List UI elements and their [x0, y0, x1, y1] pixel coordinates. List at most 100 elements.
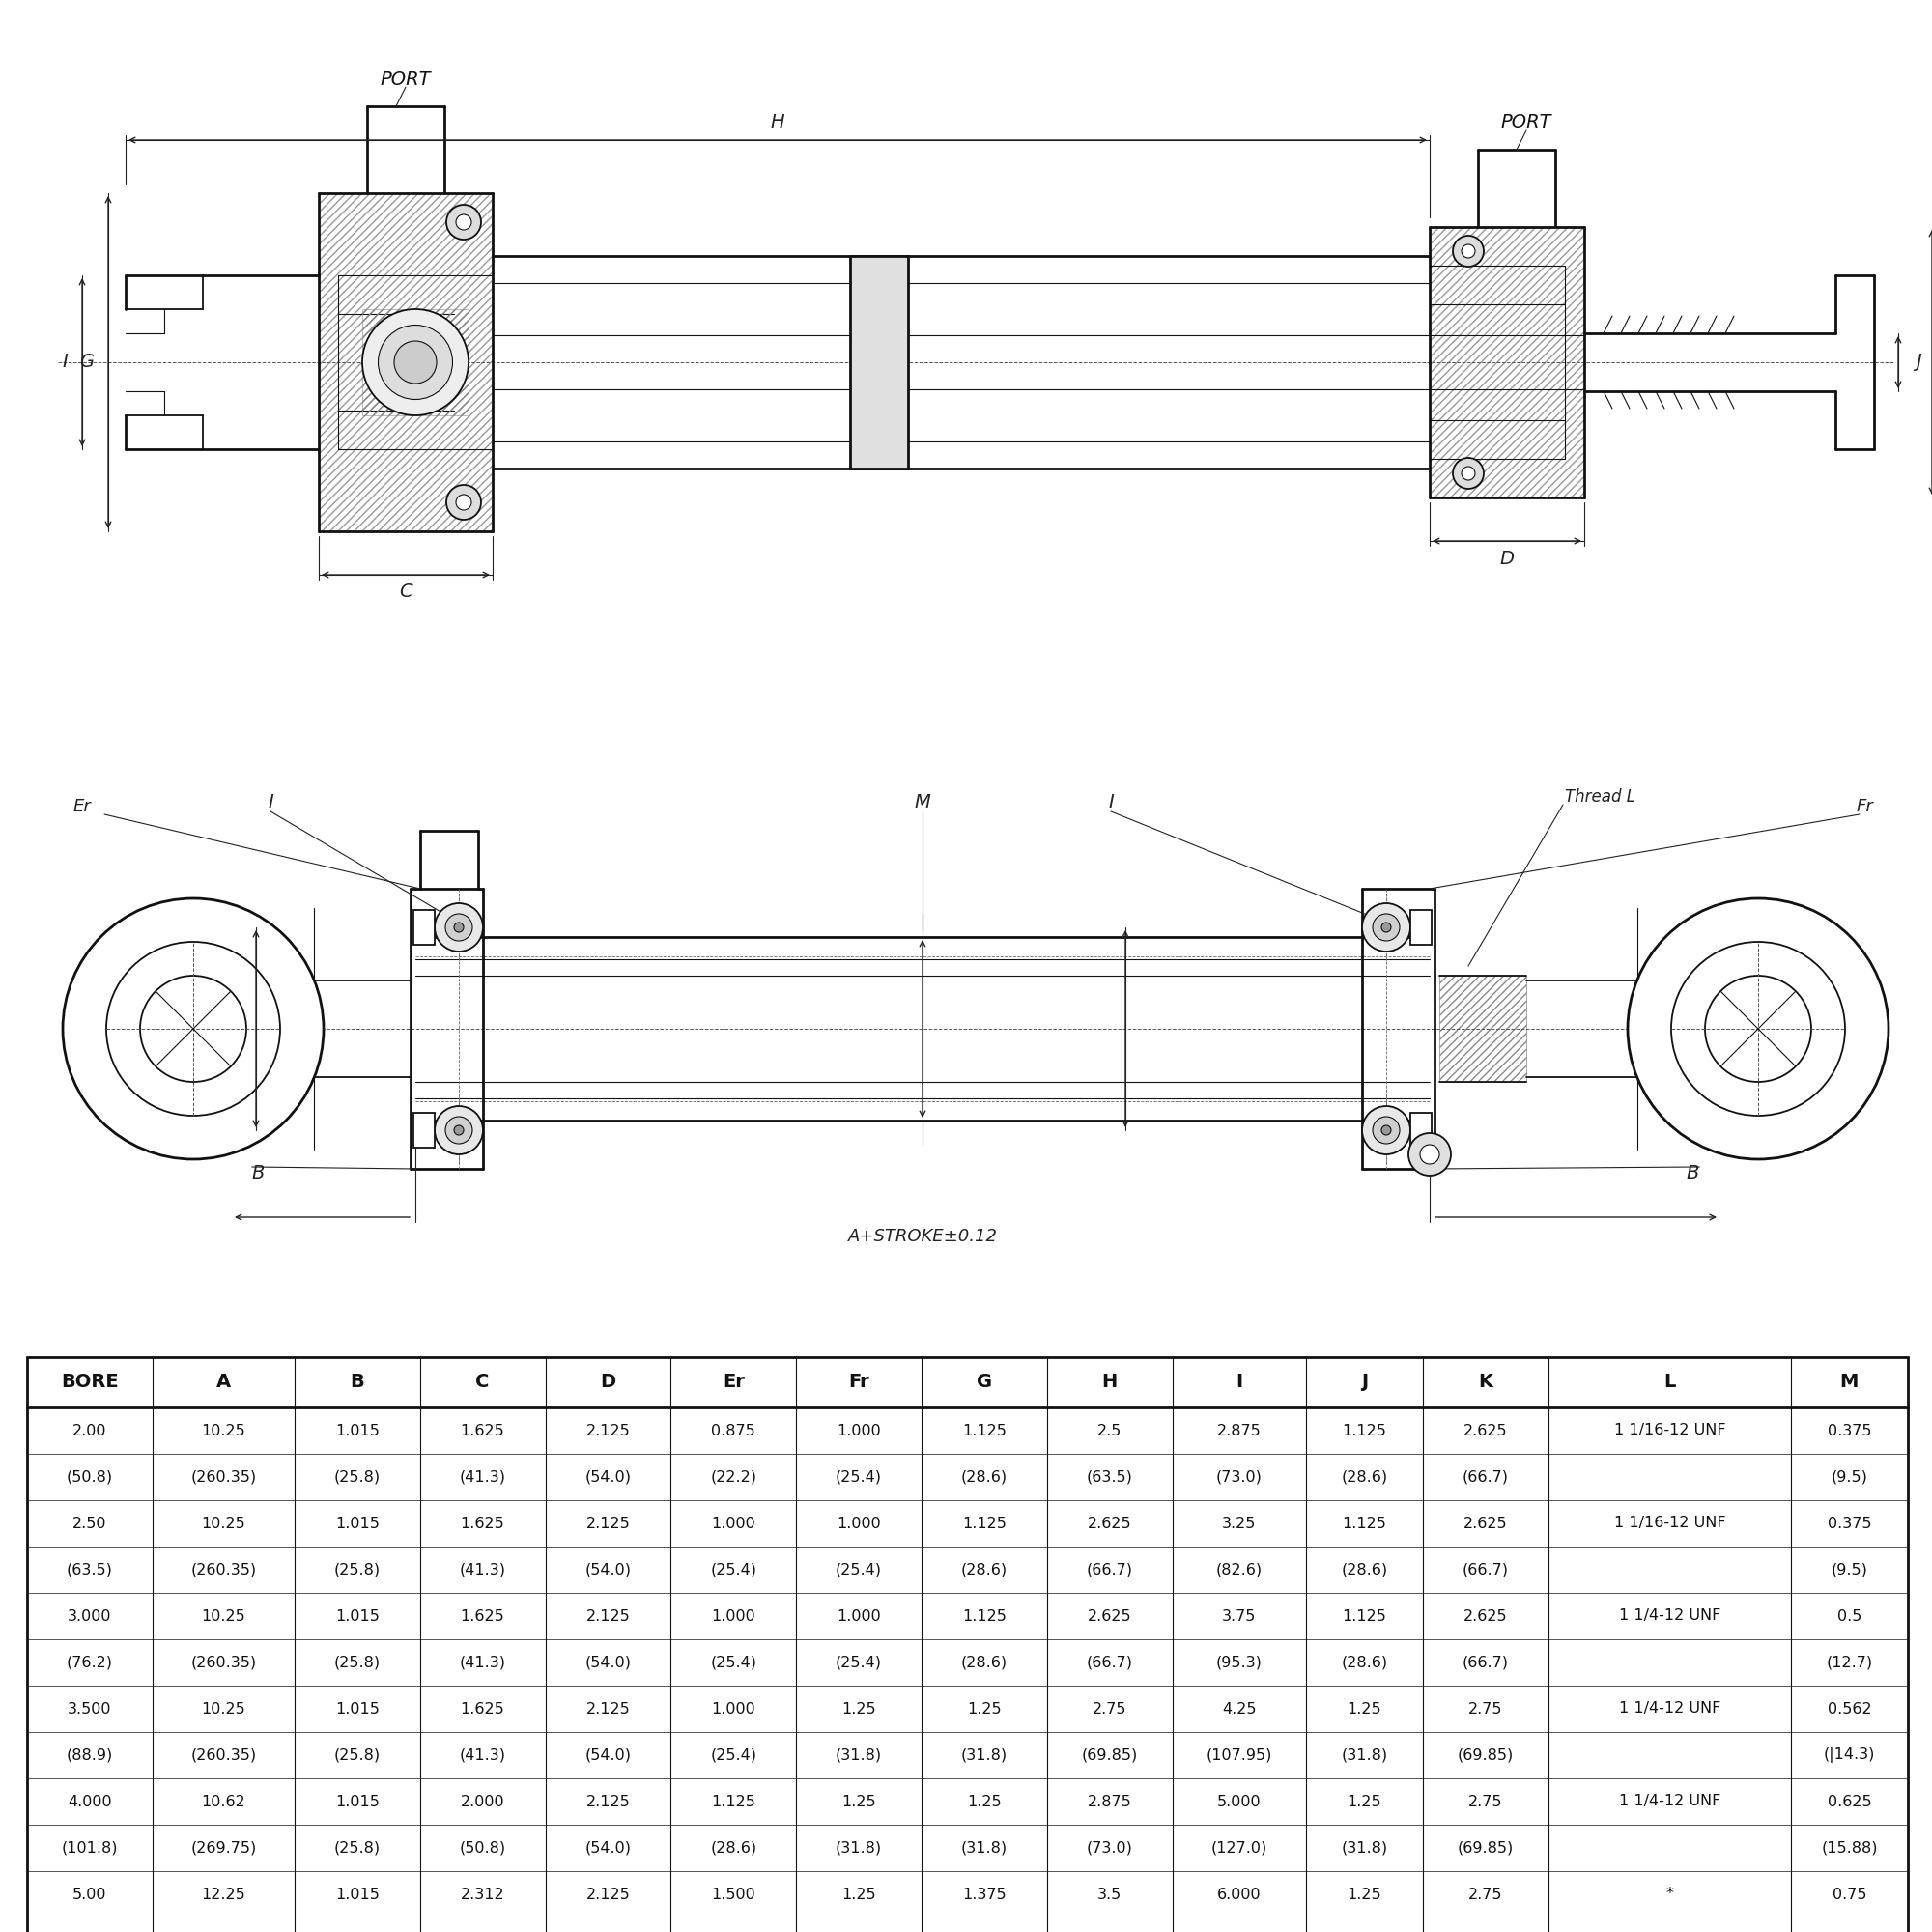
- Text: 3.75: 3.75: [1223, 1609, 1256, 1623]
- Text: (28.6): (28.6): [711, 1841, 757, 1855]
- Text: *: *: [1665, 1888, 1673, 1901]
- Text: 1.000: 1.000: [711, 1517, 755, 1530]
- Text: (25.8): (25.8): [334, 1470, 381, 1484]
- Bar: [1410, 1113, 1432, 1148]
- Text: 0.5: 0.5: [1837, 1609, 1862, 1623]
- Text: 0.625: 0.625: [1828, 1795, 1872, 1808]
- Text: (9.5): (9.5): [1832, 1563, 1868, 1577]
- Text: (54.0): (54.0): [585, 1656, 632, 1669]
- Text: (15.88): (15.88): [1822, 1841, 1878, 1855]
- Text: 6.000: 6.000: [1217, 1888, 1262, 1901]
- Text: Thread L: Thread L: [1565, 788, 1634, 806]
- Text: 1.375: 1.375: [962, 1888, 1007, 1901]
- Text: B: B: [251, 1165, 265, 1182]
- Circle shape: [1463, 466, 1476, 479]
- Bar: [27, 1356, 1909, 1932]
- Text: 2.125: 2.125: [585, 1609, 630, 1623]
- Text: C: C: [475, 1374, 489, 1391]
- Text: 1.625: 1.625: [460, 1702, 504, 1716]
- Text: (41.3): (41.3): [460, 1470, 506, 1484]
- Text: 5.000: 5.000: [1217, 1795, 1262, 1808]
- Text: 2.125: 2.125: [585, 1517, 630, 1530]
- Text: 1.015: 1.015: [334, 1517, 379, 1530]
- Text: (63.5): (63.5): [66, 1563, 112, 1577]
- Text: 1.125: 1.125: [1343, 1424, 1387, 1437]
- Text: (25.4): (25.4): [711, 1656, 757, 1669]
- Text: (82.6): (82.6): [1215, 1563, 1262, 1577]
- Text: (54.0): (54.0): [585, 1470, 632, 1484]
- Text: 1.015: 1.015: [334, 1795, 379, 1808]
- Text: (73.0): (73.0): [1215, 1470, 1262, 1484]
- Circle shape: [454, 1124, 464, 1134]
- Text: 1.000: 1.000: [837, 1424, 881, 1437]
- Text: 1.000: 1.000: [837, 1609, 881, 1623]
- Text: 2.125: 2.125: [585, 1795, 630, 1808]
- Text: (31.8): (31.8): [960, 1841, 1007, 1855]
- Text: J: J: [1917, 354, 1920, 371]
- Text: (25.4): (25.4): [711, 1748, 757, 1762]
- Text: 2.75: 2.75: [1092, 1702, 1126, 1716]
- Circle shape: [1453, 236, 1484, 267]
- Text: (127.0): (127.0): [1211, 1841, 1267, 1855]
- Text: 2.312: 2.312: [460, 1888, 504, 1901]
- Text: 2.875: 2.875: [1217, 1424, 1262, 1437]
- Text: (260.35): (260.35): [191, 1470, 257, 1484]
- Text: 1.500: 1.500: [711, 1888, 755, 1901]
- Text: 10.62: 10.62: [201, 1795, 245, 1808]
- Text: (31.8): (31.8): [835, 1841, 883, 1855]
- Circle shape: [363, 309, 468, 415]
- Text: 2.75: 2.75: [1468, 1888, 1503, 1901]
- Text: 1.015: 1.015: [334, 1888, 379, 1901]
- Text: (31.8): (31.8): [1341, 1748, 1387, 1762]
- Text: 0.562: 0.562: [1828, 1702, 1872, 1716]
- Text: (25.4): (25.4): [837, 1656, 883, 1669]
- Text: 1 1/4-12 UNF: 1 1/4-12 UNF: [1619, 1795, 1721, 1808]
- Circle shape: [435, 904, 483, 951]
- Text: D: D: [601, 1374, 616, 1391]
- Text: K: K: [1478, 1374, 1493, 1391]
- Circle shape: [444, 1117, 471, 1144]
- Text: 2.50: 2.50: [73, 1517, 106, 1530]
- Text: 2.625: 2.625: [1088, 1609, 1132, 1623]
- Text: 3.25: 3.25: [1223, 1517, 1256, 1530]
- Text: (260.35): (260.35): [191, 1656, 257, 1669]
- Text: BORE: BORE: [62, 1374, 118, 1391]
- Text: 2.5: 2.5: [1097, 1424, 1122, 1437]
- Text: (50.8): (50.8): [66, 1470, 112, 1484]
- Text: (66.7): (66.7): [1463, 1656, 1509, 1669]
- Text: (25.4): (25.4): [837, 1563, 883, 1577]
- Circle shape: [1408, 1132, 1451, 1175]
- Circle shape: [62, 898, 325, 1159]
- Circle shape: [139, 976, 247, 1082]
- Circle shape: [444, 914, 471, 941]
- Text: (28.6): (28.6): [960, 1656, 1007, 1669]
- Text: (22.2): (22.2): [711, 1470, 757, 1484]
- Text: Fr: Fr: [1857, 798, 1872, 815]
- Text: M: M: [914, 792, 931, 811]
- Text: 1 1/4-12 UNF: 1 1/4-12 UNF: [1619, 1609, 1721, 1623]
- Bar: [1439, 976, 1526, 1082]
- Text: 1.25: 1.25: [1347, 1702, 1381, 1716]
- Bar: [1410, 910, 1432, 945]
- Text: 1.625: 1.625: [460, 1517, 504, 1530]
- Circle shape: [1420, 1144, 1439, 1163]
- Text: (50.8): (50.8): [460, 1841, 506, 1855]
- Circle shape: [1372, 1117, 1399, 1144]
- Text: 12.25: 12.25: [201, 1888, 245, 1901]
- Circle shape: [1362, 1105, 1410, 1153]
- Text: 1.125: 1.125: [711, 1795, 755, 1808]
- Circle shape: [1381, 1124, 1391, 1134]
- Text: J: J: [1360, 1374, 1368, 1391]
- Text: B: B: [350, 1374, 365, 1391]
- Text: 1.125: 1.125: [962, 1517, 1007, 1530]
- Text: 2.125: 2.125: [585, 1424, 630, 1437]
- Text: (25.8): (25.8): [334, 1841, 381, 1855]
- Text: (69.85): (69.85): [1457, 1841, 1515, 1855]
- Text: 2.625: 2.625: [1464, 1424, 1507, 1437]
- Text: (54.0): (54.0): [585, 1841, 632, 1855]
- Circle shape: [1671, 943, 1845, 1117]
- Text: PORT: PORT: [1501, 114, 1551, 131]
- Text: 1.625: 1.625: [460, 1424, 504, 1437]
- Text: (66.7): (66.7): [1086, 1656, 1132, 1669]
- Bar: [363, 309, 468, 415]
